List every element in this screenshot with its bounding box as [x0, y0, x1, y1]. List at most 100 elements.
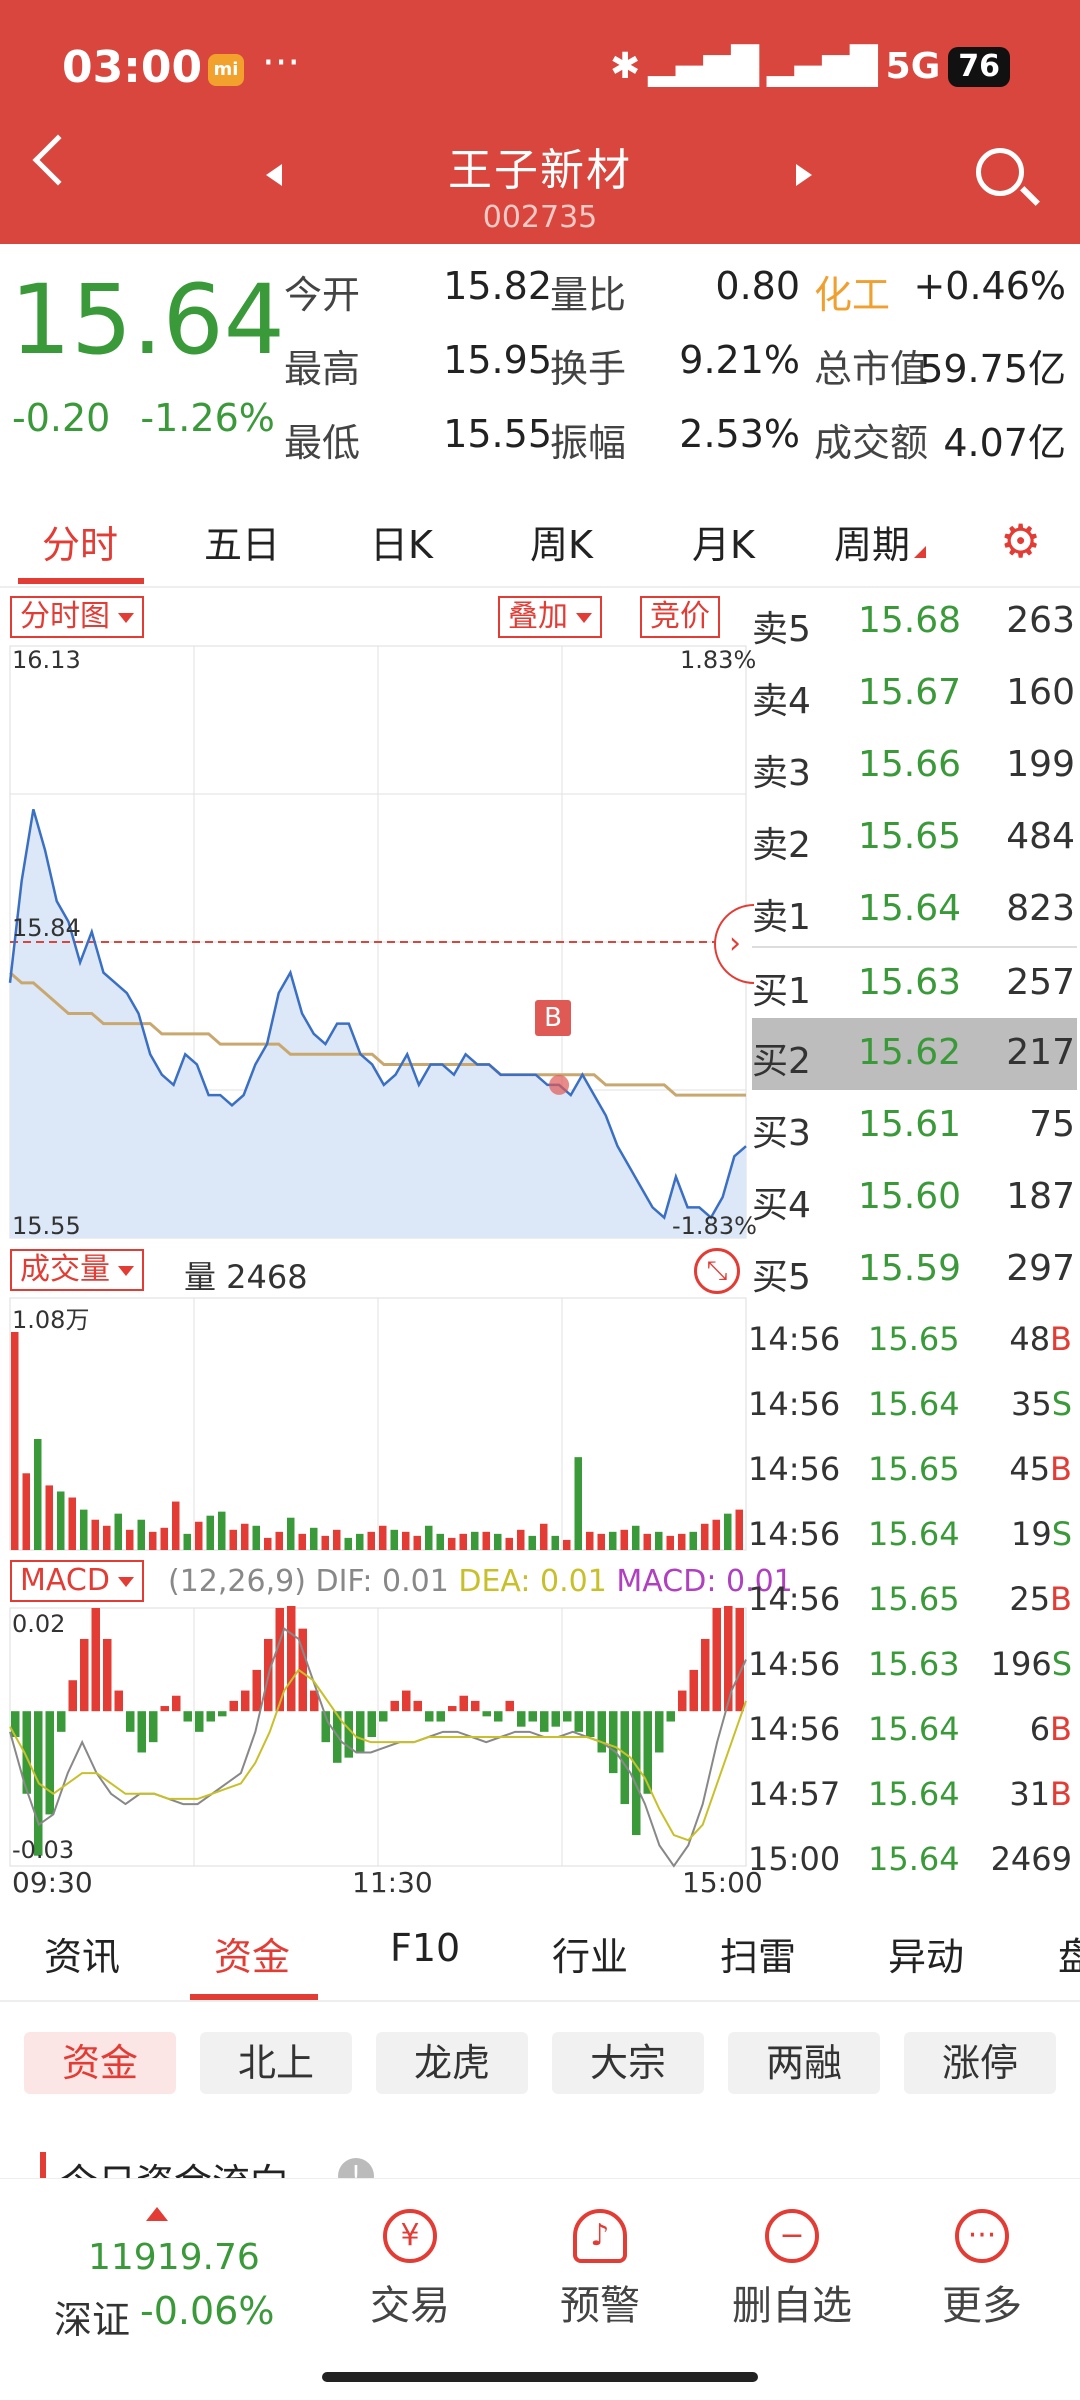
x-label-close: 15:00: [682, 1866, 763, 1899]
more-icon: ···: [955, 2209, 1009, 2263]
macd-bar: [344, 1711, 353, 1758]
tab-period-label: 周期: [834, 523, 911, 567]
macd-bar: [172, 1695, 181, 1712]
index-value[interactable]: 11919.76: [88, 2237, 260, 2278]
tick-price: 15.64: [868, 1775, 960, 1813]
orderbook-row[interactable]: 卖2 15.65 484: [752, 802, 1077, 874]
chip-funds[interactable]: 资金: [24, 2032, 176, 2094]
fullscreen-icon[interactable]: ⤡: [694, 1248, 740, 1294]
tab-period[interactable]: 周期: [834, 514, 927, 569]
chip-northbound[interactable]: 北上: [200, 2032, 352, 2094]
orderbook-row[interactable]: 买5 15.59 297: [752, 1234, 1077, 1306]
orderbook-volume: 217: [1006, 1032, 1075, 1073]
tick-price: 15.65: [868, 1580, 960, 1618]
macd-bar: [620, 1711, 629, 1805]
tab-more[interactable]: 盘: [1058, 1935, 1080, 1979]
chart-type-label: 分时图: [20, 599, 110, 634]
volume-bar: [620, 1529, 628, 1550]
tick-direction: B: [1050, 1710, 1072, 1748]
macd-select[interactable]: MACD: [10, 1560, 144, 1602]
chip-limit-up[interactable]: 涨停: [904, 2032, 1056, 2094]
chip-dragon-tiger[interactable]: 龙虎: [376, 2032, 528, 2094]
volume-bar: [402, 1531, 410, 1550]
volume-bar: [275, 1531, 283, 1550]
nav-alert[interactable]: ♪ 预警: [520, 2209, 680, 2331]
tab-five-day[interactable]: 五日: [204, 523, 281, 567]
volume-bar: [149, 1531, 157, 1550]
tab-movement[interactable]: 异动: [888, 1935, 965, 1979]
volume-select[interactable]: 成交量: [10, 1249, 144, 1291]
tab-f10[interactable]: F10: [390, 1926, 461, 1970]
macd-bar: [126, 1711, 135, 1732]
next-stock-icon[interactable]: [796, 164, 812, 186]
macd-bar: [436, 1711, 445, 1722]
auction-button[interactable]: 竞价: [640, 596, 720, 638]
index-name[interactable]: 深证: [54, 2298, 131, 2342]
quote-label-2-a: 最低: [284, 421, 361, 465]
tick-volume: 45B: [1009, 1450, 1072, 1488]
tab-intraday[interactable]: 分时: [42, 523, 119, 567]
orderbook-row[interactable]: 买2 15.62 217: [752, 1018, 1077, 1090]
home-indicator[interactable]: [322, 2372, 758, 2382]
macd-params: (12,26,9): [168, 1564, 306, 1599]
quote-label-0-c[interactable]: 化工: [814, 273, 891, 317]
tick-time: 14:56: [748, 1385, 841, 1423]
orderbook-row[interactable]: 卖1 15.64 823: [752, 874, 1077, 946]
tab-industry[interactable]: 行业: [552, 1935, 629, 1979]
tick-row: 14:56 15.64 6B: [748, 1698, 1078, 1762]
orderbook-row[interactable]: 买4 15.60 187: [752, 1162, 1077, 1234]
tab-weekly-k[interactable]: 周K: [530, 523, 593, 567]
volume-bar: [494, 1533, 502, 1550]
macd-bar: [80, 1638, 89, 1712]
prev-stock-icon[interactable]: [266, 164, 282, 186]
volume-bar: [540, 1523, 548, 1550]
tab-risk-scan[interactable]: 扫雷: [720, 1935, 797, 1979]
nav-remove-watch[interactable]: − 删自选: [712, 2209, 872, 2331]
chip-margin[interactable]: 两融: [728, 2032, 880, 2094]
nav-trade[interactable]: ¥ 交易: [330, 2209, 490, 2331]
chart-type-select[interactable]: 分时图: [10, 596, 144, 638]
orderbook-row[interactable]: 卖5 15.68 263: [752, 586, 1077, 658]
search-icon[interactable]: [976, 148, 1024, 196]
index-change: -0.06%: [140, 2289, 275, 2333]
orderbook-level: 卖2: [752, 825, 811, 866]
tick-volume: 31B: [1009, 1775, 1072, 1813]
info-tab-indicator: [190, 1994, 318, 2000]
orderbook-level: 买1: [752, 971, 811, 1012]
orderbook-row[interactable]: 卖4 15.67 160: [752, 658, 1077, 730]
tab-funds[interactable]: 资金: [214, 1935, 291, 1979]
orderbook-row[interactable]: 卖3 15.66 199: [752, 730, 1077, 802]
orderbook-volume: 263: [1006, 600, 1075, 641]
volume-bar: [333, 1529, 341, 1550]
buy-marker[interactable]: B: [535, 1000, 571, 1036]
volume-bar: [459, 1533, 467, 1550]
orderbook-price: 15.62: [858, 1032, 962, 1073]
macd-bar: [528, 1711, 537, 1722]
macd-bar: [356, 1711, 365, 1753]
volume-bar: [482, 1531, 490, 1550]
quote-value-1-a: 15.95: [443, 338, 552, 382]
tick-direction: S: [1051, 1385, 1072, 1423]
y-pct-low: -1.83%: [672, 1212, 757, 1240]
macd-bar: [11, 1711, 20, 1737]
tick-volume: 6B: [1030, 1710, 1072, 1748]
macd-bar: [287, 1606, 296, 1712]
tick-price: 15.64: [868, 1385, 960, 1423]
bottom-bar: 11919.76 深证 -0.06% ¥ 交易 ♪ 预警 − 删自选 ··· 更多: [0, 2178, 1080, 2400]
tick-time: 14:56: [748, 1320, 841, 1358]
volume-bar: [114, 1513, 122, 1550]
orderbook-row[interactable]: 买1 15.63 257: [752, 946, 1077, 1018]
orderbook-row[interactable]: 买3 15.61 75: [752, 1090, 1077, 1162]
chip-block-trade[interactable]: 大宗: [552, 2032, 704, 2094]
tick-volume-value: 31: [1009, 1775, 1051, 1813]
nav-more[interactable]: ··· 更多: [902, 2209, 1062, 2331]
tab-monthly-k[interactable]: 月K: [692, 523, 755, 567]
tab-news[interactable]: 资讯: [44, 1935, 121, 1979]
overlay-select[interactable]: 叠加: [498, 596, 602, 638]
gear-icon[interactable]: ⚙: [1000, 514, 1042, 568]
tab-daily-k[interactable]: 日K: [370, 523, 433, 567]
macd-max-label: 0.02: [12, 1610, 66, 1638]
macd-bar: [68, 1680, 77, 1712]
macd-bar: [310, 1690, 319, 1712]
macd-chart: [9, 1606, 747, 1868]
